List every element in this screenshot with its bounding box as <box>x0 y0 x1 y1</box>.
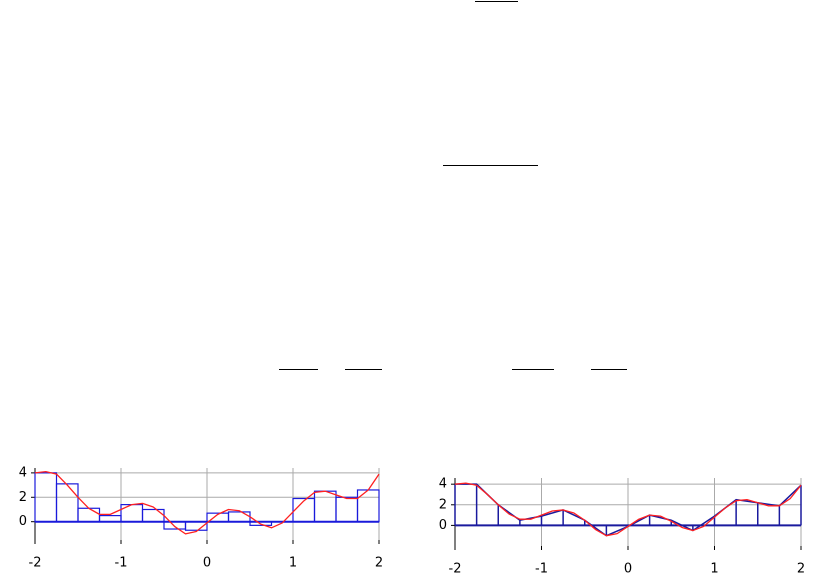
bar <box>335 496 359 523</box>
x-tick-label: 1 <box>710 562 718 577</box>
bar <box>249 521 273 526</box>
bar <box>120 504 144 523</box>
y-tick-label: 0 <box>439 518 447 533</box>
bar <box>227 511 251 523</box>
bar <box>292 497 316 523</box>
curve <box>34 471 380 535</box>
x-tick-label: -1 <box>115 556 128 571</box>
x-tick-label: 1 <box>289 556 297 571</box>
y-tick-label: 0 <box>19 514 27 529</box>
fraction-bars <box>279 1 627 370</box>
y-tick-label: 4 <box>439 477 447 492</box>
x-tick-label: -2 <box>29 556 42 571</box>
bar <box>313 490 337 523</box>
x-tick-label: 0 <box>624 562 632 577</box>
y-tick-label: 2 <box>439 497 447 512</box>
bar <box>77 507 101 523</box>
curve <box>454 482 802 537</box>
y-tick-label: 4 <box>19 465 27 480</box>
y-tick-label: 2 <box>19 490 27 505</box>
x-tick-label: -2 <box>449 562 462 577</box>
bar <box>184 521 208 531</box>
bar <box>55 483 79 523</box>
bar <box>356 489 380 523</box>
x-tick-label: 2 <box>797 562 805 577</box>
x-tick-label: 0 <box>203 556 211 571</box>
bar <box>141 508 165 523</box>
bar <box>163 521 187 530</box>
x-tick-label: 2 <box>375 556 383 571</box>
x-tick-label: -1 <box>535 562 548 577</box>
